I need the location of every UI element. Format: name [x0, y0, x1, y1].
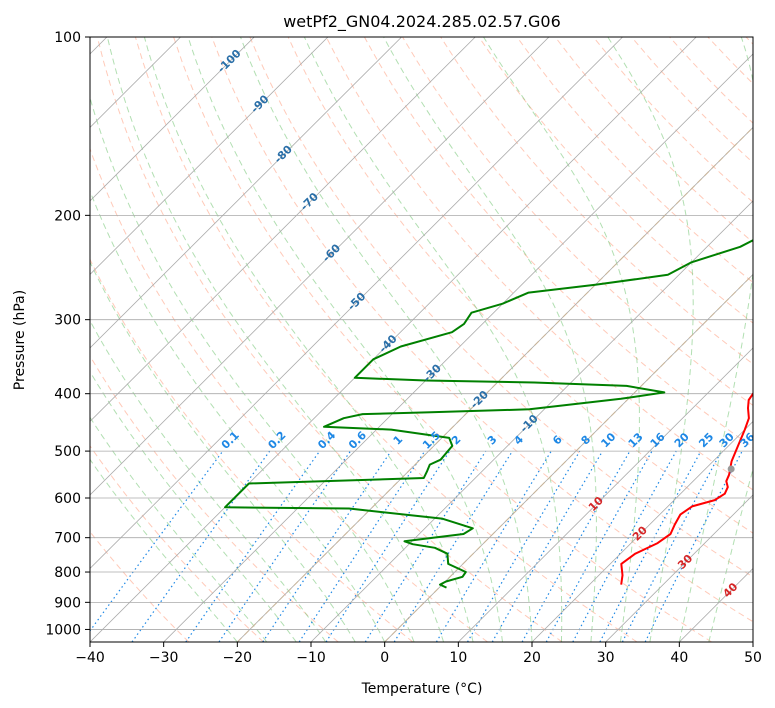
- dry-adiabat: [211, 37, 753, 623]
- plot-frame: [89, 36, 754, 643]
- background-lines: [90, 37, 753, 642]
- mixing-ratio-line: [325, 450, 451, 642]
- y-tick-label: 600: [54, 491, 81, 507]
- x-tick-label: 30: [597, 650, 615, 666]
- y-axis-label: Pressure (hPa): [12, 290, 28, 390]
- parcel-marker: [727, 465, 735, 473]
- x-tick-label: 0: [380, 650, 389, 666]
- moist-adiabat: [90, 189, 386, 642]
- moist-adiabat: [143, 37, 474, 642]
- y-tick-label: 500: [54, 444, 81, 460]
- y-tick-label: 900: [54, 595, 81, 611]
- isotherm-line: [605, 494, 753, 642]
- x-tick-label: 20: [523, 650, 541, 666]
- dry-adiabat: [173, 37, 712, 642]
- moist-adiabat: [106, 37, 445, 642]
- dry-adiabat: [90, 258, 414, 642]
- mixing-ratio-line: [435, 450, 552, 642]
- x-tick-label: −40: [75, 650, 105, 666]
- x-tick-label: 10: [449, 650, 467, 666]
- dewpoint-line: [224, 239, 753, 589]
- y-tick-label: 100: [54, 30, 81, 46]
- moist-adiabat: [90, 319, 327, 642]
- dry-adiabat: [249, 37, 753, 578]
- y-tick-label: 400: [54, 387, 81, 403]
- x-axis-label: Temperature (°C): [361, 681, 483, 697]
- x-axis: −40 −30 −20 −10 0 10 20 30 40 50: [75, 642, 762, 666]
- dry-adiabat: [134, 37, 638, 642]
- mixing-ratio-line: [364, 450, 487, 642]
- isotherm-line: [163, 53, 753, 642]
- y-axis: 100 200 300 400 500 600 700 800 900 1000: [45, 30, 90, 638]
- moist-adiabat: [90, 458, 238, 642]
- isotherm-line: [90, 37, 550, 496]
- mixing-ratio-line: [466, 450, 581, 642]
- y-tick-label: 1000: [45, 622, 81, 638]
- series-group: [224, 239, 753, 589]
- x-tick-label: 40: [670, 650, 688, 666]
- dry-adiabat: [325, 37, 753, 491]
- mixing-ratio-line: [572, 450, 677, 642]
- y-tick-label: 800: [54, 565, 81, 581]
- mixing-ratio-line: [262, 450, 392, 642]
- isotherm-line: [90, 37, 402, 349]
- temperature-line: [620, 391, 753, 585]
- moist-adiabat: [90, 260, 356, 642]
- special-isotherm: [384, 273, 753, 642]
- dry-adiabat: [516, 37, 753, 284]
- moist-adiabat: [708, 467, 753, 642]
- moist-adiabat: [90, 416, 268, 642]
- y-tick-label: 300: [54, 313, 81, 329]
- moist-adiabat: [90, 95, 415, 642]
- mixing-ratio-line: [185, 450, 321, 642]
- dry-adiabat: [287, 37, 753, 534]
- isotherm-line: [90, 37, 329, 275]
- moist-adiabat: [303, 37, 563, 642]
- isotherm-line: [90, 37, 623, 570]
- isotherm-line: [531, 420, 753, 642]
- isotherm-line: [90, 37, 476, 423]
- moist-adiabat: [607, 37, 694, 642]
- mixing-ratio-line: [599, 450, 702, 642]
- x-tick-label: 50: [744, 650, 762, 666]
- x-tick-label: −20: [223, 650, 253, 666]
- dry-adiabat: [90, 445, 264, 642]
- y-tick-label: 700: [54, 531, 81, 547]
- moist-adiabat: [90, 370, 297, 642]
- moist-adiabat: [187, 37, 503, 642]
- mixing-ratio-line: [218, 450, 351, 642]
- isotherm-line: [458, 347, 753, 642]
- y-tick-label: 200: [54, 208, 81, 224]
- dry-adiabat: [96, 37, 563, 642]
- chart-title: wetPf2_GN04.2024.285.02.57.G06: [283, 12, 561, 32]
- moist-adiabat: [678, 37, 753, 642]
- x-tick-label: −30: [149, 650, 179, 666]
- x-tick-label: −10: [296, 650, 326, 666]
- mixing-ratio-line: [298, 450, 426, 642]
- special-isotherm: [236, 126, 753, 642]
- moist-adiabat: [240, 37, 533, 642]
- moist-adiabat: [383, 37, 597, 642]
- isotherm-line: [90, 37, 697, 642]
- isotherm-line: [90, 37, 255, 202]
